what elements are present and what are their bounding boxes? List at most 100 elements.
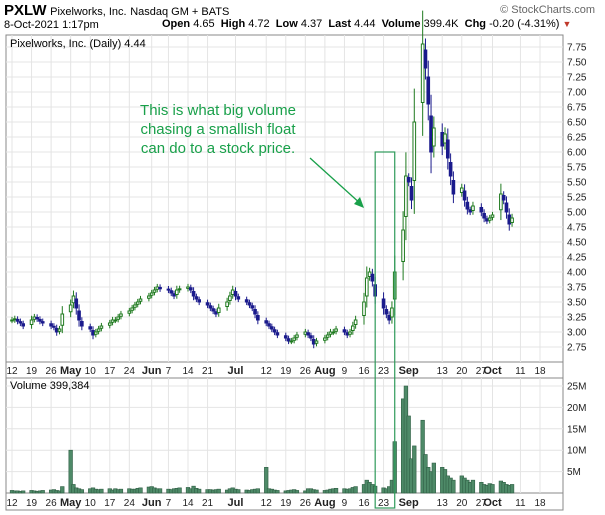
candle-body [292, 337, 296, 341]
candle-body [133, 304, 137, 308]
volume-bar [333, 487, 339, 494]
candle-body [186, 286, 190, 289]
price-y-tick-label: 6.25 [567, 133, 587, 144]
candle-body [451, 180, 456, 195]
candle-body [345, 332, 350, 336]
candle-body [432, 127, 436, 147]
candle-body [275, 332, 280, 336]
price-y-tick-label: 5.00 [567, 208, 587, 219]
volume-y-tick-label: 15M [567, 424, 586, 435]
candle-body [253, 309, 257, 315]
candle-body [468, 209, 472, 213]
candle-body [175, 289, 179, 295]
volume-bar [40, 490, 45, 494]
candle-body [283, 335, 288, 339]
volume-bar [314, 489, 319, 494]
candle-body [507, 214, 512, 225]
candle-body [91, 330, 95, 336]
candle-body [40, 321, 45, 324]
candle-body [166, 288, 171, 291]
volume-bar [451, 479, 456, 494]
price-x-tick-label: 24 [124, 366, 136, 377]
annotation-text-line: This is what big volume [140, 102, 296, 119]
volume-bar [68, 449, 73, 494]
price-x-tick-label: 12 [261, 366, 273, 377]
candle-body [225, 301, 229, 307]
volume-bar [431, 462, 436, 494]
volume-label: Volume [381, 18, 421, 30]
candle-body [68, 304, 73, 313]
volume-x-tick-label: Jun [142, 497, 162, 509]
candle-body [135, 301, 140, 305]
volume-x-tick-label: 17 [104, 498, 116, 509]
candle-body [38, 318, 42, 322]
candle-body [214, 311, 218, 315]
volume-bar [412, 445, 417, 494]
candle-body [191, 291, 196, 297]
volume-x-tick-label: 26 [300, 498, 312, 509]
candle-body [264, 320, 269, 324]
volume-x-tick-label: 13 [437, 498, 449, 509]
volume-x-tick-label: 7 [166, 498, 172, 509]
price-y-tick-label: 3.00 [567, 328, 587, 339]
price-y-tick-label: 7.50 [567, 58, 587, 69]
candle-body [228, 295, 232, 301]
candle-body [96, 328, 101, 332]
candle-body [211, 308, 215, 312]
candle-body [328, 331, 333, 335]
volume-bar [138, 487, 143, 494]
candle-body [138, 298, 143, 302]
candle-body [169, 290, 174, 294]
volume-x-tick-label: 23 [378, 498, 390, 509]
annotation-arrowhead-icon [354, 197, 364, 208]
price-y-tick-label: 5.75 [567, 163, 587, 174]
candle-body [29, 319, 34, 325]
candle-body [362, 301, 366, 316]
volume-x-tick-label: 11 [515, 498, 526, 509]
volume-x-tick-label: 24 [124, 498, 136, 509]
candle-body [130, 307, 134, 311]
price-y-tick-label: 6.75 [567, 103, 587, 114]
volume-x-tick-label: 12 [261, 498, 273, 509]
price-y-tick-label: 3.75 [567, 283, 587, 294]
volume-x-tick-label: Sep [399, 497, 419, 509]
candle-body [113, 319, 118, 322]
candle-body [18, 321, 23, 324]
candle-body [381, 298, 386, 309]
candle-body [286, 338, 291, 342]
volume-plot-frame [5, 377, 564, 494]
candle-body [490, 214, 495, 218]
volume-bar [177, 487, 182, 494]
candle-body [230, 289, 235, 295]
candle-body [267, 323, 271, 327]
price-x-tick-label: 9 [342, 366, 348, 377]
candle-body [325, 334, 330, 338]
volume-bar [99, 488, 104, 494]
price-y-tick-label: 5.25 [567, 193, 587, 204]
price-x-tick-label: 23 [378, 366, 390, 377]
candle-body [353, 319, 358, 325]
candle-body [256, 315, 260, 321]
candle-body [459, 187, 464, 193]
price-x-tick-label: 20 [456, 366, 468, 377]
high-value: 4.72 [248, 18, 270, 30]
candle-body [482, 213, 486, 219]
candle-body [247, 302, 252, 306]
candle-body [409, 186, 414, 201]
price-x-tick-label: 12 [6, 366, 18, 377]
price-x-tick-label: 7 [166, 366, 172, 377]
price-y-tick-label: 2.75 [567, 343, 587, 354]
volume-x-tick-label: 20 [456, 498, 468, 509]
price-x-tick-label: 26 [46, 366, 58, 377]
price-y-tick-label: 7.75 [567, 43, 587, 54]
volume-bar [294, 490, 300, 494]
candle-body [426, 76, 431, 105]
candle-body [295, 334, 299, 338]
annotation-arrow-line [309, 157, 363, 206]
price-x-tick-label: 13 [437, 366, 449, 377]
candle-body [269, 326, 274, 330]
candle-body [71, 295, 76, 304]
candle-body [177, 288, 182, 291]
volume-x-tick-label: 12 [6, 498, 18, 509]
